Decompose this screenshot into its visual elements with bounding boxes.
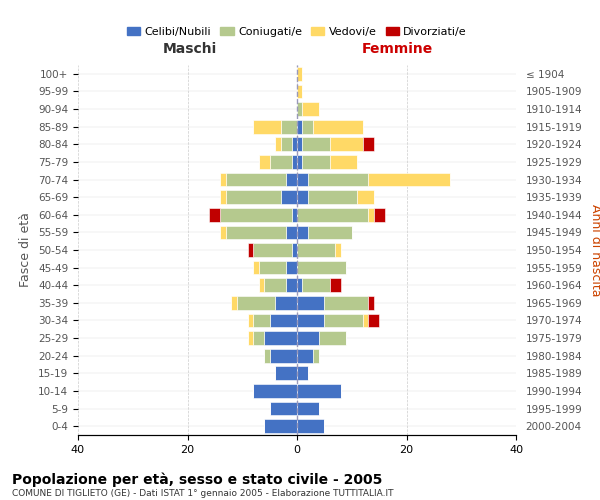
Bar xyxy=(297,420,325,433)
Bar xyxy=(297,226,308,239)
Bar xyxy=(297,138,302,151)
Bar xyxy=(297,243,335,257)
Bar xyxy=(226,226,286,239)
Bar xyxy=(302,278,330,292)
Bar xyxy=(368,314,379,328)
Bar xyxy=(259,260,286,274)
Y-axis label: Fasce di età: Fasce di età xyxy=(19,212,32,288)
Bar xyxy=(275,296,297,310)
Bar xyxy=(264,349,269,362)
Text: Maschi: Maschi xyxy=(163,42,217,56)
Text: Femmine: Femmine xyxy=(362,42,433,56)
Y-axis label: Anni di nascita: Anni di nascita xyxy=(589,204,600,296)
Bar xyxy=(281,138,292,151)
Bar xyxy=(286,260,297,274)
Bar xyxy=(330,278,341,292)
Bar xyxy=(308,226,352,239)
Bar xyxy=(297,172,308,186)
Bar xyxy=(308,190,357,204)
Bar xyxy=(297,84,302,98)
Bar xyxy=(330,155,357,169)
Bar xyxy=(220,172,226,186)
Bar xyxy=(297,190,308,204)
Bar xyxy=(248,331,253,345)
Bar xyxy=(253,384,297,398)
Bar xyxy=(259,278,264,292)
Bar xyxy=(248,243,253,257)
Bar xyxy=(292,138,297,151)
Bar xyxy=(302,138,330,151)
Text: Popolazione per età, sesso e stato civile - 2005: Popolazione per età, sesso e stato civil… xyxy=(12,472,382,487)
Bar xyxy=(259,155,269,169)
Bar xyxy=(330,138,363,151)
Bar xyxy=(264,420,297,433)
Bar xyxy=(297,120,302,134)
Bar xyxy=(297,102,302,116)
Bar xyxy=(220,190,226,204)
Bar xyxy=(264,331,297,345)
Bar xyxy=(281,120,297,134)
Bar xyxy=(297,349,313,362)
Bar xyxy=(269,155,292,169)
Bar xyxy=(297,366,308,380)
Bar xyxy=(297,260,346,274)
Bar xyxy=(292,155,297,169)
Bar xyxy=(275,366,297,380)
Text: COMUNE DI TIGLIETO (GE) - Dati ISTAT 1° gennaio 2005 - Elaborazione TUTTITALIA.I: COMUNE DI TIGLIETO (GE) - Dati ISTAT 1° … xyxy=(12,489,394,498)
Bar xyxy=(362,138,374,151)
Bar xyxy=(292,243,297,257)
Bar xyxy=(226,190,281,204)
Bar xyxy=(209,208,220,222)
Bar xyxy=(368,296,374,310)
Bar xyxy=(297,208,368,222)
Bar xyxy=(308,172,368,186)
Bar xyxy=(281,190,297,204)
Bar xyxy=(302,102,319,116)
Bar xyxy=(253,314,269,328)
Bar xyxy=(292,208,297,222)
Bar xyxy=(374,208,385,222)
Bar xyxy=(313,349,319,362)
Bar xyxy=(297,402,319,415)
Bar xyxy=(362,314,368,328)
Bar xyxy=(357,190,374,204)
Bar xyxy=(232,296,237,310)
Bar xyxy=(297,314,325,328)
Bar xyxy=(297,67,302,80)
Bar xyxy=(264,278,286,292)
Bar xyxy=(275,138,281,151)
Bar xyxy=(325,296,368,310)
Bar xyxy=(297,384,341,398)
Bar xyxy=(297,278,302,292)
Bar xyxy=(297,331,319,345)
Bar xyxy=(226,172,286,186)
Bar xyxy=(269,402,297,415)
Bar xyxy=(220,208,292,222)
Bar xyxy=(253,120,281,134)
Bar xyxy=(286,226,297,239)
Bar xyxy=(253,243,292,257)
Bar xyxy=(248,314,253,328)
Bar xyxy=(286,278,297,292)
Legend: Celibi/Nubili, Coniugati/e, Vedovi/e, Divorziati/e: Celibi/Nubili, Coniugati/e, Vedovi/e, Di… xyxy=(122,22,472,42)
Bar xyxy=(319,331,346,345)
Bar xyxy=(253,260,259,274)
Bar xyxy=(335,243,341,257)
Bar xyxy=(302,120,313,134)
Bar xyxy=(325,314,362,328)
Bar xyxy=(286,172,297,186)
Bar xyxy=(297,296,325,310)
Bar xyxy=(302,155,330,169)
Bar xyxy=(220,226,226,239)
Bar xyxy=(269,314,297,328)
Bar xyxy=(297,155,302,169)
Bar xyxy=(368,172,450,186)
Bar xyxy=(368,208,374,222)
Bar xyxy=(237,296,275,310)
Bar xyxy=(253,331,264,345)
Bar xyxy=(269,349,297,362)
Bar xyxy=(313,120,363,134)
